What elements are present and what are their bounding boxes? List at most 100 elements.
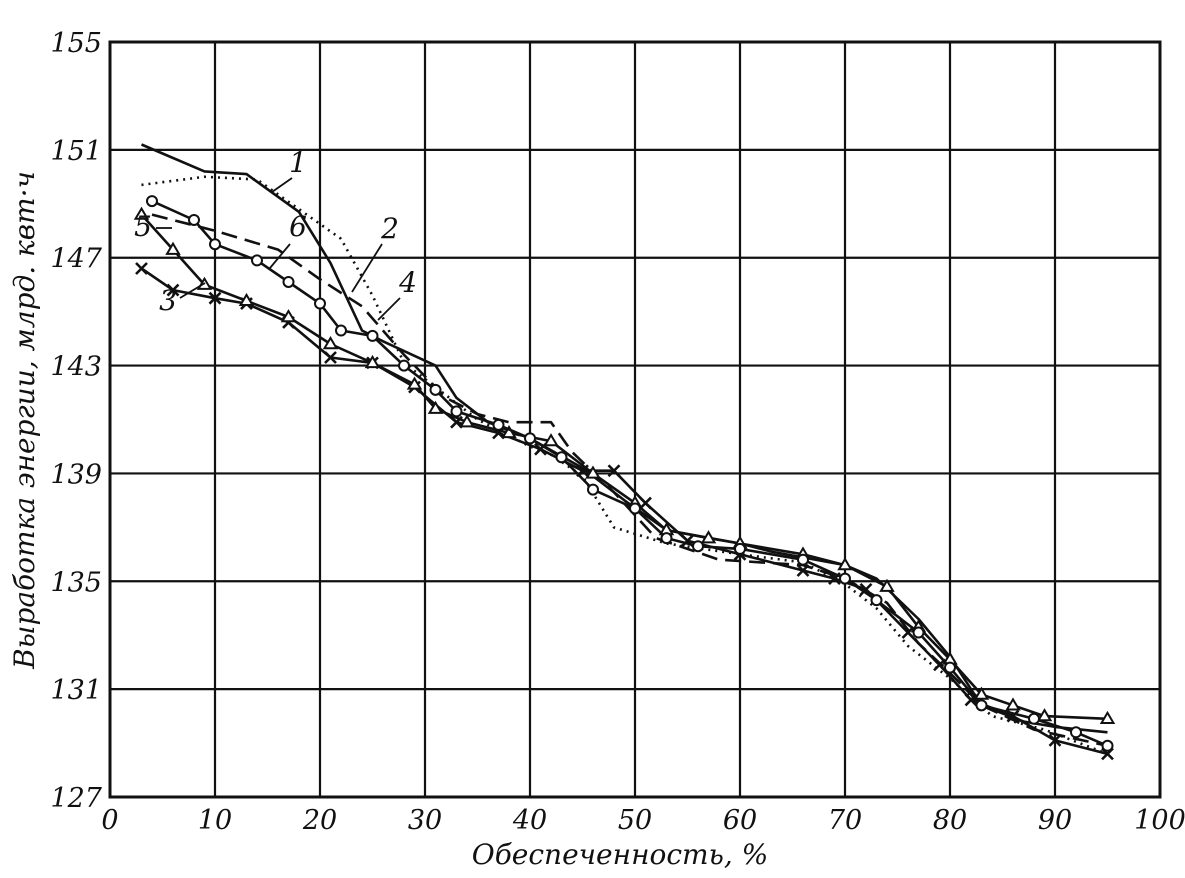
point-3-23 xyxy=(1048,733,1062,747)
y-tick-label-6: 151 xyxy=(50,136,102,167)
point-6-3 xyxy=(251,254,263,267)
y-tick-label-5: 147 xyxy=(50,244,102,275)
point-6-0 xyxy=(146,195,158,208)
series-label-5: 5 xyxy=(134,210,152,243)
x-tick-label-0: 0 xyxy=(101,805,118,836)
x-axis-label: Обеспеченность, % xyxy=(472,838,769,871)
point-5-1 xyxy=(165,241,181,255)
series-line-6 xyxy=(151,199,1109,747)
point-6-18 xyxy=(734,542,746,555)
series-line-1 xyxy=(140,143,1108,734)
x-tick-label-1: 10 xyxy=(198,805,232,836)
point-5-22 xyxy=(973,686,990,700)
series-label-leader-2 xyxy=(351,243,383,293)
point-6-21 xyxy=(870,594,883,607)
series-label-4: 4 xyxy=(398,266,417,299)
series-line-2 xyxy=(151,213,1108,748)
series-2 xyxy=(151,213,1108,748)
point-5-12 xyxy=(585,465,601,479)
point-6-27 xyxy=(1101,739,1114,752)
point-3-16 xyxy=(796,564,810,577)
series-labels: 1 2 3 4 5 6 xyxy=(134,146,417,321)
y-tick-label-7: 155 xyxy=(50,28,102,59)
point-5-3 xyxy=(238,292,255,307)
point-6-20 xyxy=(839,572,851,585)
point-6-25 xyxy=(1028,712,1040,725)
series-label-leader-6 xyxy=(269,243,291,269)
point-3-2 xyxy=(208,291,222,305)
point-5-15 xyxy=(700,530,717,544)
point-6-26 xyxy=(1070,726,1082,739)
series-1 xyxy=(140,143,1108,734)
series-3 xyxy=(135,262,1114,761)
x-tick-label-6: 60 xyxy=(723,805,757,836)
x-tick-label-2: 20 xyxy=(302,805,337,836)
series-label-leader-4 xyxy=(377,297,401,321)
point-6-16 xyxy=(660,532,673,545)
x-tick-label-9: 90 xyxy=(1038,805,1072,836)
series-group xyxy=(133,143,1116,761)
series-line-4 xyxy=(141,175,1108,756)
point-6-7 xyxy=(366,329,379,342)
y-tick-label-3: 139 xyxy=(50,459,102,490)
grid xyxy=(108,40,1162,799)
x-tick-label-10: 100 xyxy=(1134,805,1185,836)
series-label-leader-1 xyxy=(271,177,293,193)
point-6-2 xyxy=(209,238,221,251)
y-tick-label-1: 131 xyxy=(50,675,102,706)
point-5-8 xyxy=(427,400,444,414)
point-3-5 xyxy=(324,351,337,364)
point-6-24 xyxy=(975,699,988,712)
series-label-2: 2 xyxy=(380,212,399,245)
series-6 xyxy=(146,195,1114,752)
y-tick-label-0: 127 xyxy=(50,783,102,814)
point-6-13 xyxy=(555,451,568,464)
point-6-4 xyxy=(282,275,295,288)
point-5-23 xyxy=(1005,697,1021,711)
y-axis-label: Выработка энергии, млрд. квт·ч xyxy=(8,171,41,670)
point-6-14 xyxy=(587,483,599,496)
point-5-0 xyxy=(133,206,150,220)
series-label-3: 3 xyxy=(159,284,177,317)
point-5-9 xyxy=(459,414,475,428)
point-3-0 xyxy=(135,262,148,275)
x-tick-label-4: 40 xyxy=(512,805,547,836)
series-line-5 xyxy=(140,213,1108,721)
point-3-18 xyxy=(859,582,873,596)
series-label-leader-3 xyxy=(179,282,206,299)
plot-frame xyxy=(108,40,1162,799)
point-5-19 xyxy=(879,578,895,592)
x-tick-label-7: 70 xyxy=(828,805,862,836)
point-6-11 xyxy=(492,418,505,431)
point-5-7 xyxy=(406,376,423,390)
point-6-17 xyxy=(692,540,704,553)
point-6-22 xyxy=(912,626,925,639)
point-6-19 xyxy=(797,553,809,566)
point-6-6 xyxy=(335,324,347,337)
point-6-10 xyxy=(450,405,463,418)
series-4 xyxy=(141,175,1108,756)
point-5-11 xyxy=(543,433,559,447)
point-3-12 xyxy=(607,464,621,478)
point-5-25 xyxy=(1099,710,1116,725)
x-tick-label-5: 50 xyxy=(618,805,652,836)
series-label-6: 6 xyxy=(289,210,307,243)
point-3-1 xyxy=(166,283,180,297)
point-6-9 xyxy=(429,383,442,396)
tick-labels: 0 10 20 30 40 50 60 70 80 90 100 127 131 135 139 143 147… xyxy=(50,28,1185,836)
x-tick-label-3: 30 xyxy=(408,805,442,836)
point-5-6 xyxy=(364,354,381,369)
series-5 xyxy=(133,206,1116,725)
point-6-8 xyxy=(398,359,410,372)
y-tick-label-4: 143 xyxy=(50,352,102,383)
point-6-5 xyxy=(314,297,326,310)
point-6-15 xyxy=(629,502,641,515)
y-tick-label-2: 135 xyxy=(50,567,102,598)
point-5-5 xyxy=(322,336,339,350)
point-6-23 xyxy=(944,661,956,674)
point-6-1 xyxy=(188,213,200,226)
point-5-24 xyxy=(1036,708,1053,722)
point-5-18 xyxy=(837,557,853,571)
x-tick-label-8: 80 xyxy=(933,805,967,836)
